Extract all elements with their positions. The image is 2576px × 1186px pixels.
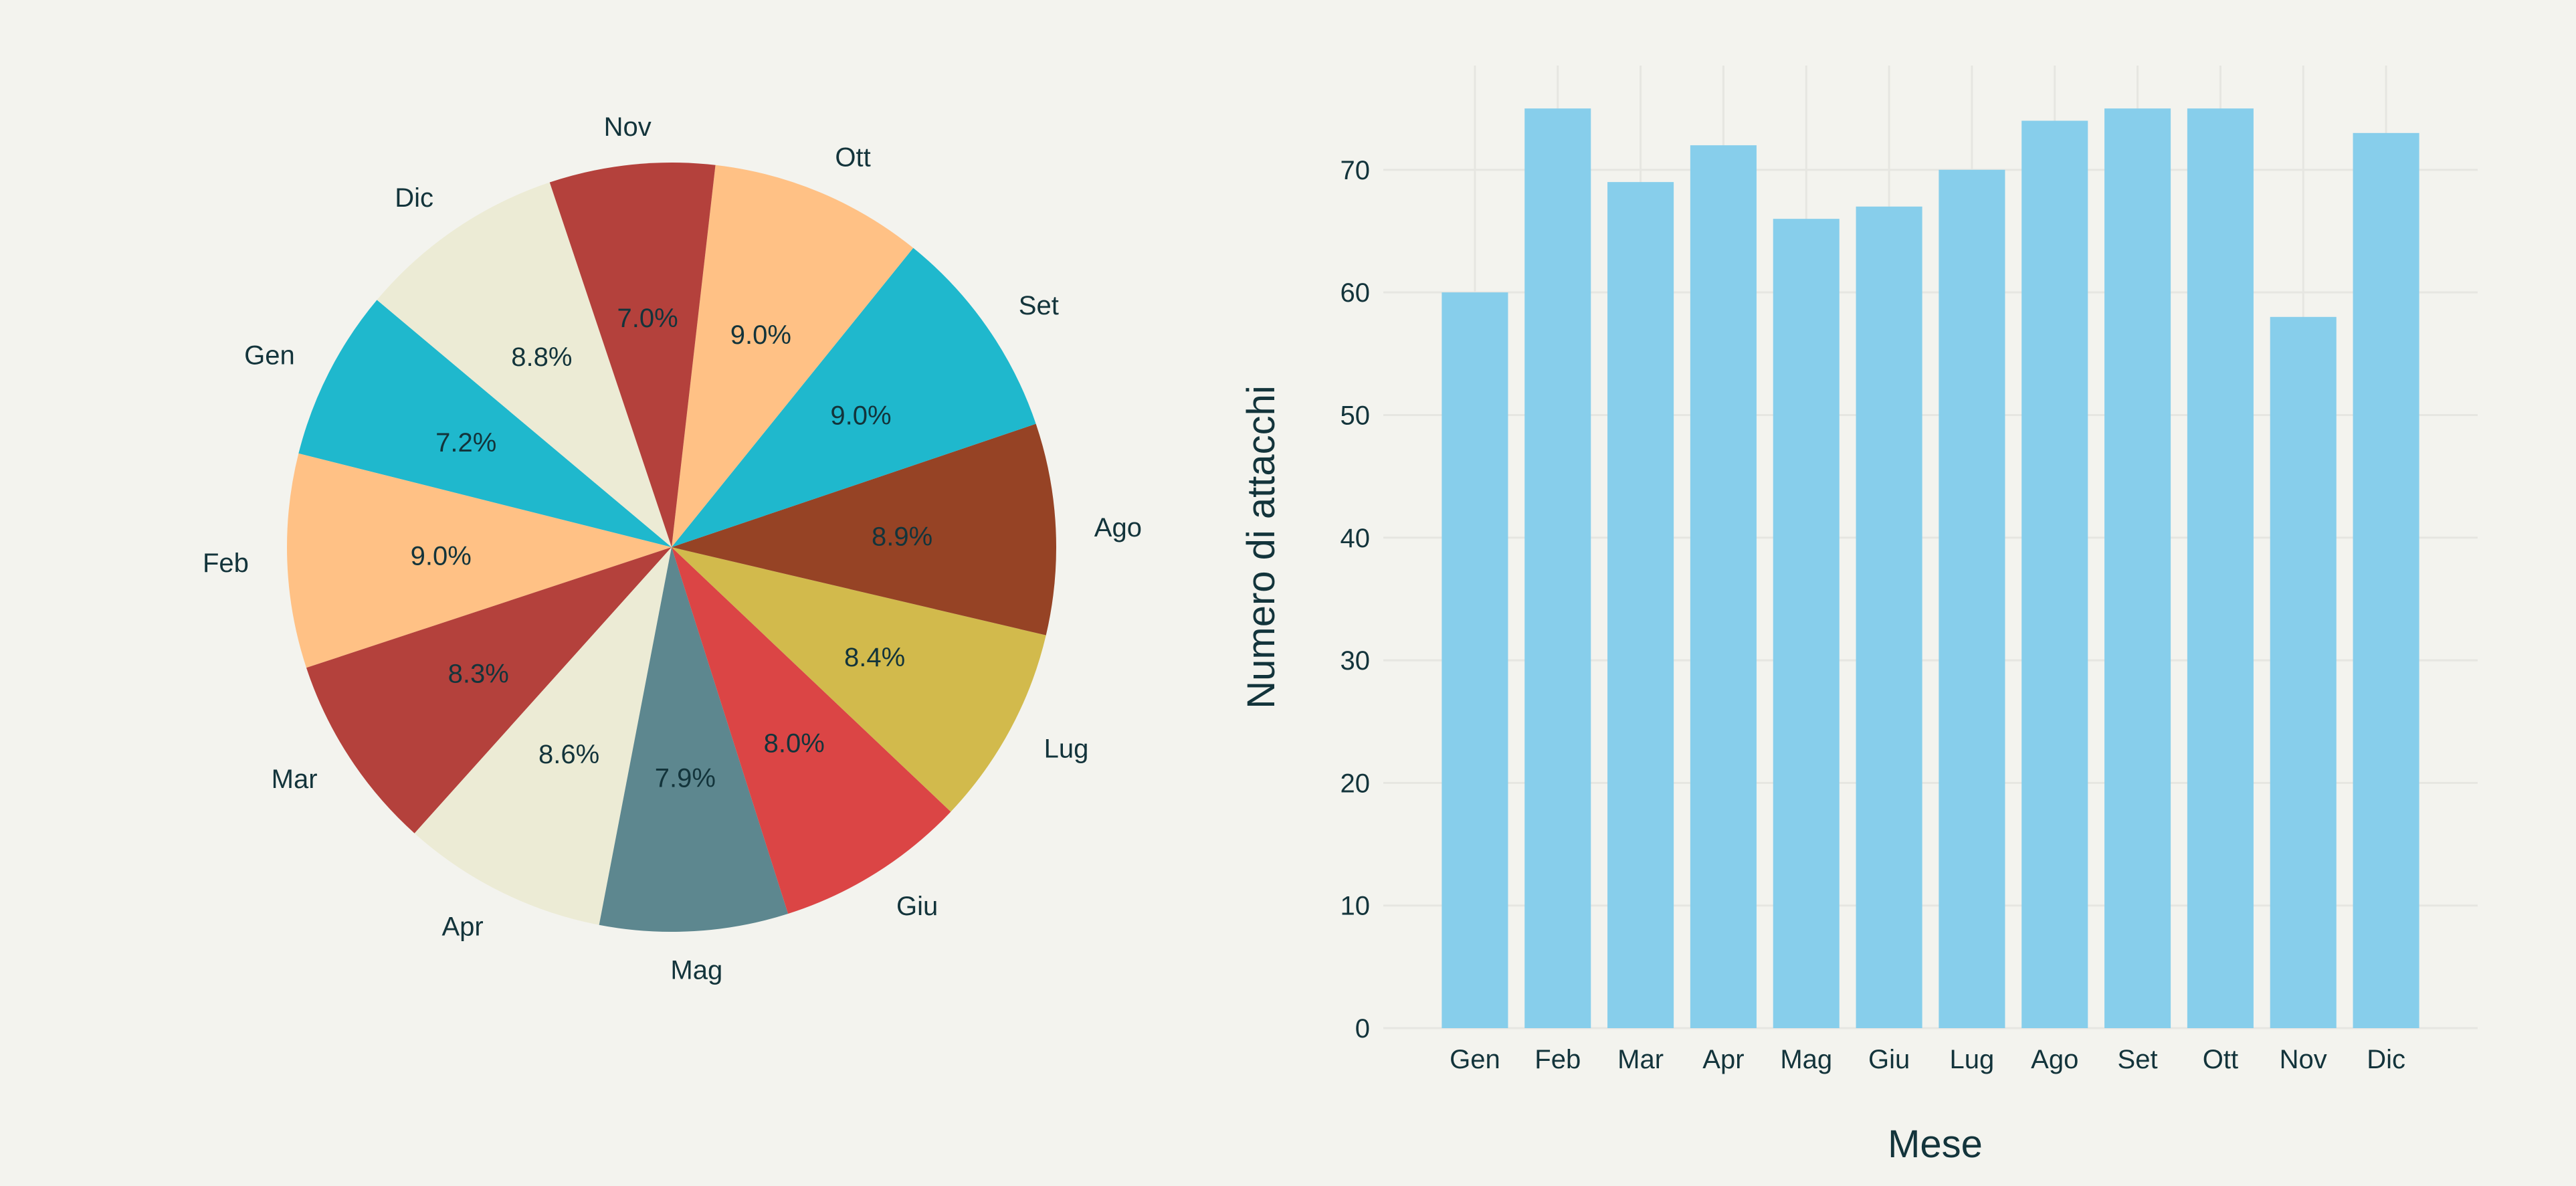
bar-nov [2270, 316, 2337, 1028]
bar-ago [2021, 120, 2088, 1028]
y-tick-label: 70 [1341, 156, 1371, 185]
pie-percent-label: 8.3% [448, 660, 509, 689]
y-tick-label: 30 [1341, 646, 1371, 676]
x-tick-label: Mar [1617, 1045, 1664, 1074]
y-tick-label: 50 [1341, 401, 1371, 430]
bar-apr [1690, 145, 1757, 1029]
bar-gen [1442, 292, 1508, 1028]
pie-percent-label: 8.6% [538, 740, 599, 769]
pie-slice-mag [599, 547, 789, 932]
pie-percent-label: 9.0% [730, 320, 791, 350]
y-tick-label: 10 [1341, 892, 1371, 921]
x-tick-label: Ago [2031, 1045, 2078, 1074]
pie-percent-label: 7.9% [655, 763, 716, 793]
pie-slice-dic [377, 182, 672, 547]
pie-slice-mar [306, 547, 672, 833]
pie-label: Set [1019, 291, 1059, 320]
bar-set [2104, 108, 2171, 1029]
x-axis-title: Mese [1888, 1122, 1983, 1166]
pie-slice-gen [298, 300, 672, 547]
pie-percent-label: 7.2% [435, 428, 496, 458]
x-tick-label: Set [2118, 1045, 2158, 1074]
y-tick-label: 40 [1341, 524, 1371, 553]
pie-slice-set [672, 248, 1036, 547]
pie-slice-nov [549, 162, 716, 547]
pie-slice-apr [414, 547, 672, 925]
x-tick-label: Gen [1450, 1045, 1500, 1074]
pie-slice-feb [287, 453, 672, 668]
x-tick-label: Giu [1868, 1045, 1910, 1074]
pie-percent-label: 8.9% [872, 522, 932, 552]
y-tick-label: 20 [1341, 769, 1371, 798]
bar-mar [1607, 182, 1674, 1028]
x-tick-label: Nov [2280, 1045, 2327, 1074]
bar-feb [1524, 108, 1591, 1029]
pie-slice-ago [672, 423, 1057, 635]
pie-label: Apr [441, 912, 483, 942]
y-tick-label: 60 [1341, 278, 1371, 308]
x-tick-label: Ott [2203, 1045, 2238, 1074]
bar-giu [1856, 206, 1922, 1028]
pie-label: Ago [1094, 513, 1142, 542]
pie-percent-label: 8.8% [511, 342, 572, 372]
x-tick-label: Apr [1702, 1045, 1744, 1074]
pie-chart: Gen 7.2% Feb 9.0% Mar 8.3% Apr 8.6% Mag 7.9% Giu 8.… [203, 112, 1142, 985]
x-tick-label: Feb [1534, 1045, 1581, 1074]
pie-label: Gen [244, 340, 295, 370]
bar-mag [1773, 219, 1840, 1028]
pie-percent-label: 9.0% [830, 401, 891, 431]
x-tick-label: Dic [2367, 1045, 2405, 1074]
pie-percent-label: 9.0% [411, 542, 472, 571]
pie-label: Dic [395, 183, 433, 213]
pie-slice-giu [672, 547, 951, 914]
pie-label: Giu [896, 892, 938, 921]
pie-label: Mar [272, 765, 318, 794]
pie-percent-label: 8.0% [764, 728, 825, 758]
pie-percent-label: 7.0% [617, 304, 678, 333]
pie-label: Nov [604, 112, 652, 142]
pie-label: Ott [835, 143, 870, 173]
bar-chart: 0 10 20 30 40 50 60 70 Gen Feb Mar Apr Mag Giu Lug Ago S… [1341, 66, 2478, 1074]
pie-label: Lug [1044, 734, 1089, 763]
bar-ott [2187, 108, 2254, 1029]
x-tick-label: Lug [1950, 1045, 1995, 1074]
pie-slice-ott [672, 165, 914, 547]
bar-lug [1939, 169, 2005, 1028]
pie-label: Mag [670, 955, 722, 985]
pie-label: Feb [203, 549, 249, 578]
y-tick-label: 0 [1355, 1014, 1370, 1044]
y-axis-title: Numero di attacchi [1240, 385, 1283, 709]
pie-percent-label: 8.4% [844, 643, 905, 672]
x-tick-label: Mag [1780, 1045, 1832, 1074]
bar-dic [2353, 132, 2419, 1028]
pie-slice-lug [672, 547, 1046, 812]
